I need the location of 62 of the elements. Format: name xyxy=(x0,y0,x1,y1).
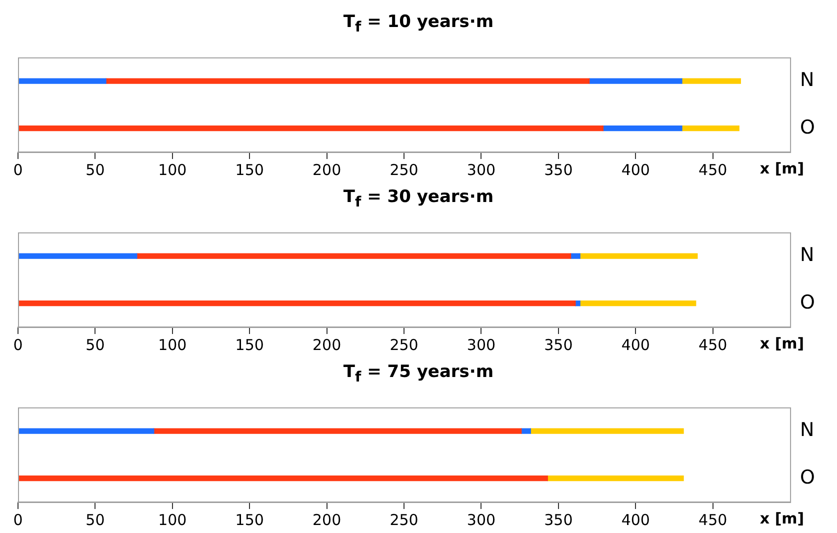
x-tick-label: 200 xyxy=(312,160,342,179)
bar xyxy=(18,476,548,482)
y-tick-label: O xyxy=(800,466,816,488)
bar xyxy=(18,78,106,84)
chart-title: T$_{f}$ = 30 years·m xyxy=(342,186,495,211)
x-tick-label: 400 xyxy=(621,336,650,354)
x-tick-label: 0 xyxy=(13,336,23,354)
bar xyxy=(18,300,576,306)
bar xyxy=(18,428,154,434)
x-tick-label: 300 xyxy=(466,336,496,354)
x-tick-label: 400 xyxy=(621,160,650,179)
bar xyxy=(570,253,580,259)
x-tick-label: 450 xyxy=(698,160,728,179)
bar xyxy=(682,126,740,132)
bar xyxy=(18,126,604,132)
bar xyxy=(530,428,684,434)
bar xyxy=(580,253,698,259)
x-tick-label: 250 xyxy=(390,510,418,529)
x-tick-label: 350 xyxy=(544,160,573,179)
bar xyxy=(521,428,531,434)
chart-title: T$_{f}$ = 75 years·m xyxy=(342,361,495,386)
x-tick-label: 50 xyxy=(86,336,105,354)
x-tick-label: 150 xyxy=(235,336,264,354)
x-tick-label: 350 xyxy=(544,336,573,354)
y-tick-label: O xyxy=(800,291,816,314)
x-tick-label: 150 xyxy=(235,510,264,529)
x-tick-label: 200 xyxy=(312,510,342,529)
bar xyxy=(18,253,138,259)
y-tick-label: N xyxy=(800,418,814,441)
x-tick-label: 200 xyxy=(312,336,342,354)
bar xyxy=(136,253,572,259)
x-tick-label: 50 xyxy=(86,510,105,529)
x-axis-title: x [m] xyxy=(760,509,804,528)
bar xyxy=(588,78,682,84)
x-tick-label: 450 xyxy=(698,510,728,529)
x-tick-label: 50 xyxy=(86,160,105,179)
x-axis-title: x [m] xyxy=(760,159,804,178)
bar xyxy=(547,476,684,482)
y-tick-label: N xyxy=(800,244,814,266)
y-tick-label: O xyxy=(800,116,816,138)
bar xyxy=(602,126,682,132)
bar xyxy=(154,428,522,434)
x-tick-label: 250 xyxy=(390,160,418,179)
bar xyxy=(106,78,590,84)
x-tick-label: 150 xyxy=(235,160,264,179)
x-tick-label: 400 xyxy=(621,510,650,529)
x-tick-label: 100 xyxy=(158,510,187,529)
x-tick-label: 0 xyxy=(13,160,23,179)
bar xyxy=(682,78,741,84)
x-axis-title: x [m] xyxy=(760,334,804,352)
x-tick-label: 300 xyxy=(466,510,496,529)
x-tick-label: 350 xyxy=(544,510,573,529)
x-tick-label: 250 xyxy=(390,336,418,354)
x-tick-label: 0 xyxy=(13,510,23,529)
chart-title: T$_{f}$ = 10 years·m xyxy=(342,11,495,36)
x-tick-label: 100 xyxy=(158,336,187,354)
y-tick-label: N xyxy=(800,68,814,91)
x-tick-label: 300 xyxy=(466,160,496,179)
x-tick-label: 450 xyxy=(698,336,728,354)
bar xyxy=(580,300,696,306)
bar xyxy=(575,300,580,306)
x-tick-label: 100 xyxy=(158,160,187,179)
